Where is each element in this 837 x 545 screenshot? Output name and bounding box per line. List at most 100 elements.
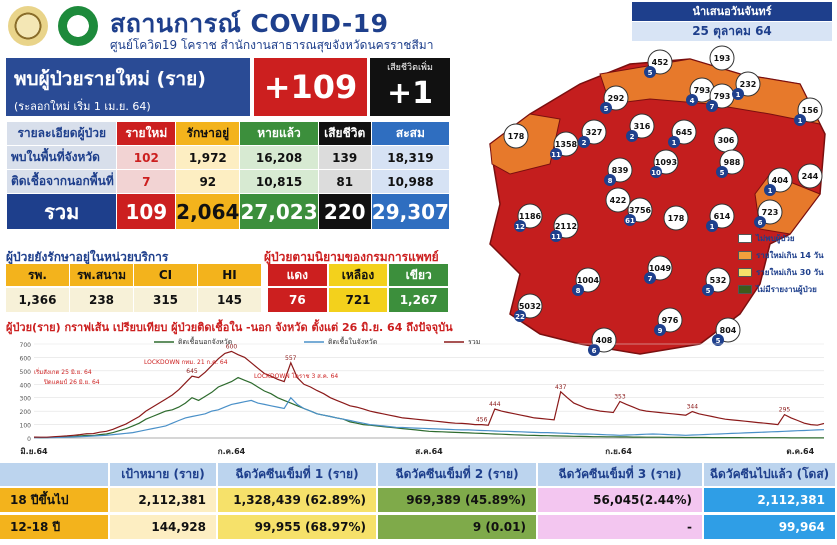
district-new-label: 12 <box>515 223 525 231</box>
vaccine-header-dose3: ฉีดวัคซีนเข็มที่ 3 (ราย) <box>538 463 704 486</box>
x-month-label: ก.ย.64 <box>605 447 632 456</box>
district-marker: 5032 22 <box>514 293 543 322</box>
report-date: 25 ตุลาคม 64 <box>632 22 832 41</box>
new-deaths-value: +1 <box>386 76 433 111</box>
district-new-bubble <box>716 166 728 178</box>
report-day-label: นำเสนอวันจันทร์ <box>632 2 832 21</box>
new-cases-panel: พบผู้ป่วยรายใหม่ (ราย) (ระลอกใหม่ เริ่ม … <box>6 58 250 116</box>
district-total-label: 1004 <box>577 276 600 285</box>
chart-annotation: เริ่มสังเกต 25 มิ.ย. 64 <box>34 368 92 376</box>
district-new-label: 1 <box>768 187 773 195</box>
district-marker: 178 <box>503 123 529 149</box>
vaccine-header-group <box>0 463 110 486</box>
district-new-bubble <box>654 324 666 336</box>
district-total-label: 2112 <box>555 222 577 231</box>
legend-label: ไม่พบผู้ป่วย <box>756 234 795 243</box>
severity-title: ผู้ป่วยตามนิยามของกรมการแพทย์ <box>264 250 439 264</box>
district-new-bubble <box>604 174 616 186</box>
district-total-label: 988 <box>724 158 741 167</box>
y-tick-label: 700 <box>20 342 32 349</box>
severity-green-value: 1,267 <box>389 288 451 312</box>
vaccine-dose1: 1,328,439 (62.89%) <box>218 488 378 512</box>
header-cumulative: สะสม <box>370 121 451 146</box>
cell-cumulative: 10,988 <box>370 169 451 194</box>
district-marker: 193 <box>709 45 735 71</box>
district-total-label: 5032 <box>519 302 541 311</box>
vaccine-header-target: เป้าหมาย (ราย) <box>110 463 218 486</box>
district-new-bubble <box>600 102 612 114</box>
district-new-bubble <box>794 114 806 126</box>
district-new-label: 9 <box>658 327 663 335</box>
x-month-label: ส.ค.64 <box>415 447 443 456</box>
district-total-label: 1358 <box>555 140 578 149</box>
legend-series-label: ติดเชื้อนอกจังหวัด <box>178 335 232 346</box>
legend-label: รายใหม่เกิน 30 วัน <box>756 268 824 277</box>
case-detail-table: รายละเอียดผู้ป่วย รายใหม่ รักษาอยู่ หายแ… <box>5 121 451 230</box>
unit-hospital-value: 1,366 <box>6 288 70 312</box>
data-label: 353 <box>614 393 626 400</box>
x-month-label: ก.ค.64 <box>218 447 246 456</box>
legend-item: ไม่มีรายงานผู้ป่วย <box>738 283 834 296</box>
district-new-bubble <box>624 214 636 226</box>
vaccine-dose2: 9 (0.01) <box>378 515 538 539</box>
cell-recovered: 16,208 <box>239 145 319 170</box>
district-marker: 3756 61 <box>624 197 653 226</box>
district-total-label: 645 <box>676 128 693 137</box>
chart-annotation: ปิดแคมป์ 26 มิ.ย. 64 <box>43 378 100 386</box>
district-new-bubble <box>702 284 714 296</box>
vaccine-total: 99,964 <box>704 515 837 539</box>
district-new-label: 5 <box>706 287 711 295</box>
district-new-bubble <box>650 166 662 178</box>
district-new-bubble <box>578 136 590 148</box>
district-total-label: 232 <box>740 80 757 89</box>
district-total-label: 1186 <box>519 212 542 221</box>
cell-deaths: 139 <box>317 145 372 170</box>
district-new-bubble <box>514 220 526 232</box>
data-label: 344 <box>687 404 699 411</box>
y-tick-label: 300 <box>20 396 32 403</box>
y-tick-label: 0 <box>27 436 31 443</box>
chart-annotation: LOCKDOWN โคราช 3 ส.ค. 64 <box>254 372 338 380</box>
severity-values: 76 721 1,267 <box>268 288 451 312</box>
series-line <box>33 350 825 438</box>
table-total-row: รวม 109 2,064 27,023 220 29,307 <box>5 193 451 230</box>
vaccine-row: 18 ปีขึ้นไป 2,112,381 1,328,439 (62.89%)… <box>0 488 837 512</box>
district-marker: 1049 7 <box>644 255 673 284</box>
map-legend: ไม่พบผู้ป่วย รายใหม่เกิน 14 วัน รายใหม่เ… <box>738 232 834 300</box>
legend-item: รายใหม่เกิน 14 วัน <box>738 249 834 262</box>
vaccine-total: 2,112,381 <box>704 488 837 512</box>
district-new-bubble <box>668 136 680 148</box>
district-total-bubble <box>503 123 529 149</box>
vaccine-group: 12-18 ปี <box>0 515 110 539</box>
district-new-bubble <box>706 220 718 232</box>
total-recovered: 27,023 <box>239 193 319 230</box>
vaccine-target: 144,928 <box>110 515 218 539</box>
district-new-bubble <box>514 310 526 322</box>
cell-recovered: 10,815 <box>239 169 319 194</box>
legend-swatch <box>738 285 752 294</box>
district-marker: 244 <box>797 163 823 189</box>
vaccine-row: 12-18 ปี 144,928 99,955 (68.97%) 9 (0.01… <box>0 515 837 539</box>
district-new-label: 5 <box>716 337 721 345</box>
x-month-label: ต.ค.64 <box>786 447 814 456</box>
district-marker: 1358 11 <box>550 131 579 160</box>
district-total-label: 452 <box>652 58 669 67</box>
vaccine-dose3: - <box>538 515 704 539</box>
district-new-bubble <box>686 94 698 106</box>
district-new-label: 22 <box>515 313 525 321</box>
severity-header: แดง เหลือง เขียว <box>268 264 451 286</box>
data-label: 456 <box>476 417 488 424</box>
unit-hi-label: HI <box>198 264 262 286</box>
total-cumulative: 29,307 <box>370 193 451 230</box>
cell-new: 102 <box>116 145 177 170</box>
